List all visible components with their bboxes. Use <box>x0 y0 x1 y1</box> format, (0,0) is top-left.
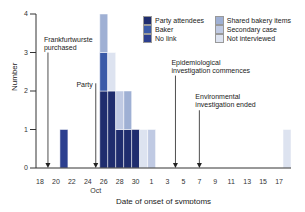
svg-text:Number: Number <box>10 62 19 91</box>
svg-text:0: 0 <box>24 164 28 171</box>
svg-text:22: 22 <box>68 178 76 185</box>
svg-text:1: 1 <box>150 178 154 185</box>
html-text:Not interviewed: Not interviewed <box>226 35 275 42</box>
svg-text:18: 18 <box>36 178 44 185</box>
svg-text:3: 3 <box>166 178 170 185</box>
svg-text:24: 24 <box>84 178 92 185</box>
svg-text:Environmental: Environmental <box>195 93 240 100</box>
svg-text:investigation ended: investigation ended <box>195 101 255 109</box>
html-text:Shared bakery items: Shared bakery items <box>226 17 291 24</box>
svg-text:Date of onset of symptoms: Date of onset of symptoms <box>116 197 211 204</box>
svg-text:Party: Party <box>76 81 93 89</box>
svg-text:Epidemiological: Epidemiological <box>171 59 220 67</box>
svg-text:9: 9 <box>213 178 217 185</box>
svg-text:5: 5 <box>181 178 185 185</box>
html-text:Party attendees: Party attendees <box>155 17 204 24</box>
svg-text:17: 17 <box>275 178 283 185</box>
svg-text:3: 3 <box>24 49 28 56</box>
html-text:Baker: Baker <box>155 26 174 33</box>
svg-text:26: 26 <box>100 178 108 185</box>
html-text:No link: No link <box>155 35 177 42</box>
svg-text:20: 20 <box>52 178 60 185</box>
svg-text:Oct: Oct <box>90 187 101 194</box>
svg-text:2: 2 <box>24 87 28 94</box>
svg-text:15: 15 <box>259 178 267 185</box>
svg-text:investigation commences: investigation commences <box>171 67 250 75</box>
svg-text:7: 7 <box>197 178 201 185</box>
svg-text:13: 13 <box>243 178 251 185</box>
svg-text:30: 30 <box>132 178 140 185</box>
svg-text:1: 1 <box>24 126 28 133</box>
svg-text:Frankfurtwurste: Frankfurtwurste <box>44 36 93 43</box>
svg-text:28: 28 <box>116 178 124 185</box>
svg-text:4: 4 <box>24 10 28 17</box>
svg-text:purchased: purchased <box>44 44 77 52</box>
svg-text:11: 11 <box>228 178 235 185</box>
html-text:Secondary case: Secondary case <box>226 26 277 33</box>
